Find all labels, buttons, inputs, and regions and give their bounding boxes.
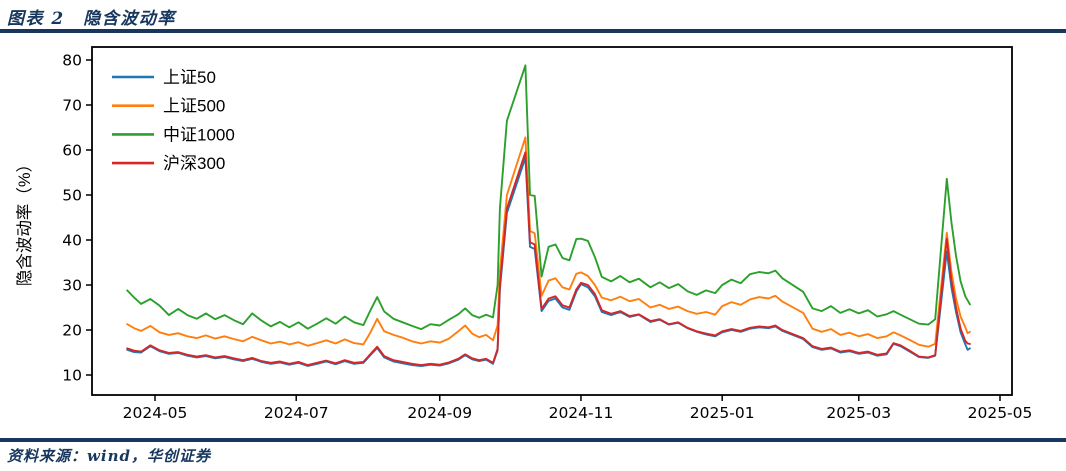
x-tick-label: 2024-05 xyxy=(123,404,188,422)
series-line-上证500 xyxy=(126,136,971,348)
y-axis-title: 隐含波动率（%） xyxy=(15,156,34,286)
y-tick-label: 70 xyxy=(62,97,82,115)
legend-label-中证1000: 中证1000 xyxy=(163,125,235,144)
title-divider xyxy=(0,29,1066,33)
footer-divider xyxy=(0,438,1066,442)
y-tick-label: 80 xyxy=(62,52,82,70)
x-tick-label: 2024-07 xyxy=(264,404,329,422)
source-note: 资料来源：wind，华创证券 xyxy=(7,447,212,465)
series-line-沪深300 xyxy=(126,151,971,367)
y-tick-label: 50 xyxy=(62,187,82,205)
legend-label-上证50: 上证50 xyxy=(163,68,216,87)
y-tick-label: 20 xyxy=(62,322,82,340)
legend-label-沪深300: 沪深300 xyxy=(163,154,225,173)
y-tick-label: 10 xyxy=(62,367,82,385)
series-line-中证1000 xyxy=(126,64,971,331)
x-tick-label: 2025-03 xyxy=(826,404,891,422)
x-tick-label: 2025-05 xyxy=(968,404,1033,422)
x-tick-label: 2024-11 xyxy=(549,404,614,422)
x-tick-label: 2025-01 xyxy=(690,404,755,422)
y-tick-label: 60 xyxy=(62,142,82,160)
figure-title: 图表 2 隐含波动率 xyxy=(7,9,176,29)
y-tick-label: 40 xyxy=(62,232,82,250)
y-tick-label: 30 xyxy=(62,277,82,295)
legend-label-上证500: 上证500 xyxy=(163,97,225,116)
plot-border xyxy=(91,46,1013,396)
x-tick-label: 2024-09 xyxy=(407,404,472,422)
